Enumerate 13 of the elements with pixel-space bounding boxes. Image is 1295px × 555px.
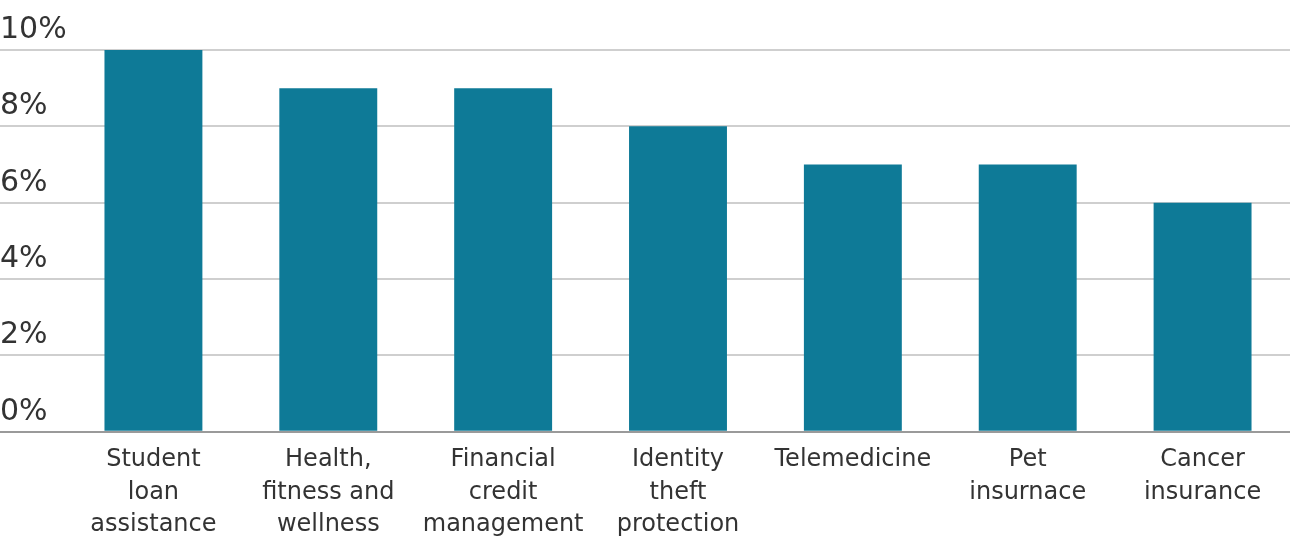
x-tick-label: Identity theft protection bbox=[616, 444, 740, 538]
y-tick-label: 6% bbox=[0, 162, 48, 198]
x-tick-label: Health, fitness and wellness bbox=[262, 444, 395, 538]
y-tick-label: 2% bbox=[0, 315, 48, 351]
y-tick-label: 8% bbox=[0, 86, 48, 122]
y-tick-label: 0% bbox=[0, 391, 48, 427]
x-tick-label: Financial credit management bbox=[422, 444, 584, 538]
x-tick-label: Pet insurnace bbox=[969, 444, 1087, 505]
y-tick-label: 4% bbox=[0, 238, 48, 274]
x-tick-label: Student loan assistance bbox=[90, 444, 217, 538]
x-tick-label: Cancer insurance bbox=[1143, 444, 1262, 505]
y-tick-label: 10% bbox=[0, 9, 67, 45]
x-tick-label: Telemedicine bbox=[773, 444, 932, 473]
